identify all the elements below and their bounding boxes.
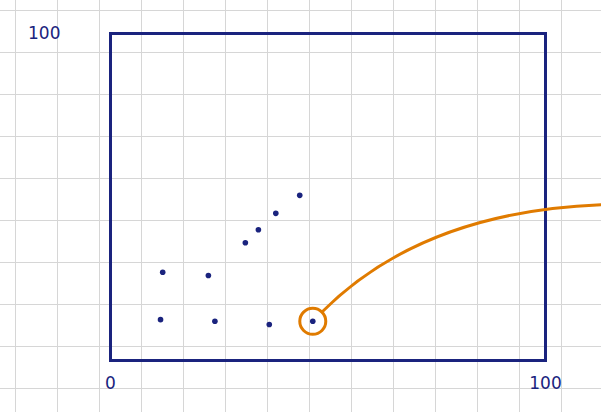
svg-text:0: 0 [105,373,116,393]
svg-text:100: 100 [28,23,60,43]
svg-text:100: 100 [529,373,561,393]
